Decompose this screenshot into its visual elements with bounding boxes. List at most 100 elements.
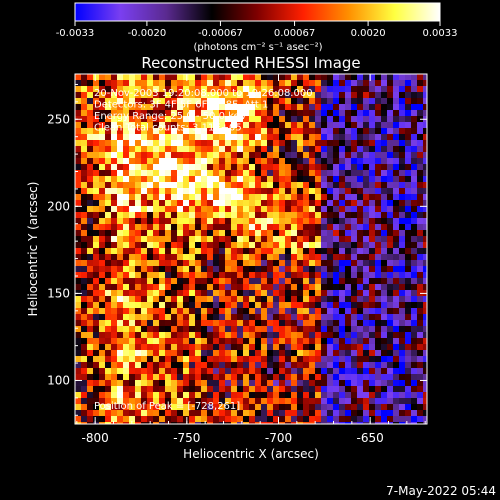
heatmap-cell <box>327 206 333 212</box>
heatmap-cell <box>135 332 141 338</box>
heatmap-cell <box>303 194 309 200</box>
heatmap-cell <box>183 176 189 182</box>
heatmap-cell <box>399 98 405 104</box>
heatmap-cell <box>369 242 375 248</box>
heatmap-cell <box>189 140 195 146</box>
heatmap-cell <box>423 218 427 224</box>
heatmap-cell <box>219 410 225 416</box>
heatmap-cell <box>183 392 189 398</box>
heatmap-cell <box>141 314 147 320</box>
heatmap-cell <box>249 242 255 248</box>
heatmap-cell <box>183 362 189 368</box>
heatmap-cell <box>159 212 165 218</box>
heatmap-cell <box>375 110 381 116</box>
heatmap-cell <box>195 176 201 182</box>
heatmap-cell <box>225 158 231 164</box>
heatmap-cell <box>135 236 141 242</box>
heatmap-cell <box>159 86 165 92</box>
heatmap-cell <box>333 302 339 308</box>
heatmap-cell <box>171 254 177 260</box>
heatmap-cell <box>141 128 147 134</box>
heatmap-cell <box>309 236 315 242</box>
heatmap-cell <box>357 128 363 134</box>
heatmap-cell <box>99 164 105 170</box>
heatmap-cell <box>165 296 171 302</box>
heatmap-cell <box>417 392 423 398</box>
heatmap-cell <box>327 128 333 134</box>
heatmap-cell <box>111 176 117 182</box>
heatmap-cell <box>369 236 375 242</box>
heatmap-cell <box>339 398 345 404</box>
heatmap-cell <box>195 92 201 98</box>
heatmap-cell <box>339 266 345 272</box>
heatmap-cell <box>165 344 171 350</box>
heatmap-cell <box>363 206 369 212</box>
heatmap-cell <box>393 356 399 362</box>
heatmap-cell <box>381 194 387 200</box>
heatmap-cell <box>231 254 237 260</box>
heatmap-cell <box>411 332 417 338</box>
heatmap-cell <box>87 290 93 296</box>
heatmap-cell <box>369 194 375 200</box>
heatmap-cell <box>147 164 153 170</box>
heatmap-cell <box>267 362 273 368</box>
heatmap-cell <box>285 344 291 350</box>
heatmap-cell <box>75 326 81 332</box>
heatmap-cell <box>117 272 123 278</box>
heatmap-cell <box>369 248 375 254</box>
heatmap-cell <box>411 344 417 350</box>
heatmap-cell <box>141 140 147 146</box>
heatmap-cell <box>105 182 111 188</box>
heatmap-cell <box>345 380 351 386</box>
heatmap-cell <box>207 398 213 404</box>
heatmap-cell <box>201 128 207 134</box>
heatmap-cell <box>399 188 405 194</box>
heatmap-cell <box>105 206 111 212</box>
heatmap-cell <box>411 356 417 362</box>
heatmap-cell <box>405 404 411 410</box>
heatmap-cell <box>81 218 87 224</box>
heatmap-cell <box>333 116 339 122</box>
heatmap-cell <box>177 182 183 188</box>
heatmap-cell <box>249 146 255 152</box>
heatmap-cell <box>105 98 111 104</box>
heatmap-cell <box>117 164 123 170</box>
heatmap-cell <box>327 218 333 224</box>
heatmap-cell <box>399 374 405 380</box>
heatmap-cell <box>153 356 159 362</box>
heatmap-cell <box>105 92 111 98</box>
heatmap-cell <box>111 344 117 350</box>
heatmap-cell <box>159 200 165 206</box>
heatmap-cell <box>135 200 141 206</box>
heatmap-cell <box>321 122 327 128</box>
heatmap-cell <box>363 266 369 272</box>
heatmap-cell <box>291 398 297 404</box>
heatmap-cell <box>243 230 249 236</box>
heatmap-cell <box>165 200 171 206</box>
heatmap-cell <box>321 272 327 278</box>
heatmap-cell <box>153 170 159 176</box>
heatmap-cell <box>135 86 141 92</box>
heatmap-cell <box>291 404 297 410</box>
heatmap-cell <box>93 110 99 116</box>
heatmap-cell <box>285 242 291 248</box>
heatmap-cell <box>321 194 327 200</box>
heatmap-cell <box>315 338 321 344</box>
heatmap-cell <box>387 146 393 152</box>
heatmap-cell <box>87 242 93 248</box>
heatmap-cell <box>411 200 417 206</box>
heatmap-cell <box>117 254 123 260</box>
heatmap-cell <box>219 122 225 128</box>
heatmap-cell <box>111 272 117 278</box>
heatmap-cell <box>81 368 87 374</box>
heatmap-cell <box>75 80 81 86</box>
heatmap-cell <box>267 74 273 80</box>
heatmap-cell <box>237 158 243 164</box>
heatmap-cell <box>81 110 87 116</box>
heatmap-cell <box>303 350 309 356</box>
heatmap-cell <box>87 170 93 176</box>
heatmap-cell <box>201 344 207 350</box>
heatmap-cell <box>147 404 153 410</box>
heatmap-cell <box>177 386 183 392</box>
heatmap-cell <box>75 422 81 424</box>
